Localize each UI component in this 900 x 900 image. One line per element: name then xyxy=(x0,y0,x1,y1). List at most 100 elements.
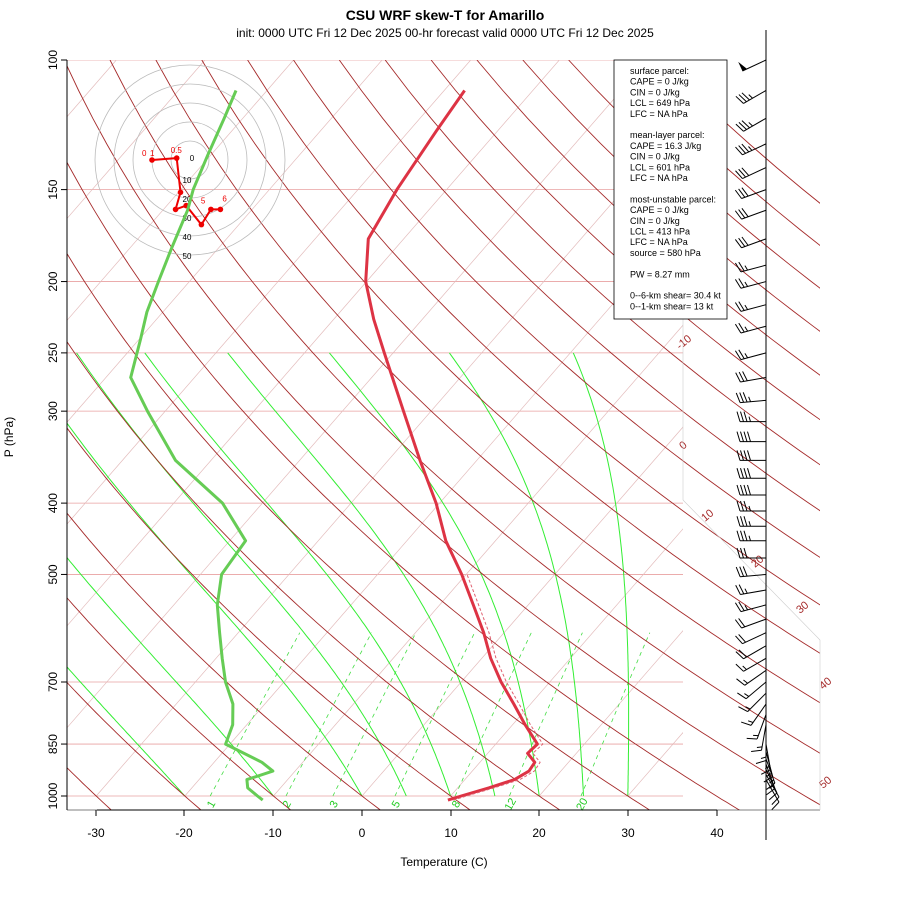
wind-barb-staff xyxy=(743,657,767,672)
wind-barb-staff xyxy=(740,376,767,383)
wind-barb xyxy=(755,734,767,764)
wind-barb-flag xyxy=(736,431,741,442)
y-tick-label: 1000 xyxy=(46,782,60,809)
wind-barb-flag xyxy=(738,322,745,333)
wind-barb xyxy=(735,566,767,578)
wind-barb-flag xyxy=(760,769,771,775)
wind-barb-halfflag xyxy=(748,396,752,402)
x-tick-label: 40 xyxy=(710,826,724,840)
wind-barb-staff xyxy=(765,769,778,794)
wind-barb xyxy=(746,714,767,740)
wind-barb-flag xyxy=(735,663,744,672)
chart-title: CSU WRF skew-T for Amarillo xyxy=(346,7,545,23)
mixing-ratio-label: 2 xyxy=(281,799,294,810)
stats-line: LFC = NA hPa xyxy=(630,173,688,183)
wind-barb-flag xyxy=(747,450,751,461)
moist-adiabat xyxy=(67,556,274,797)
wind-barb-flag xyxy=(735,123,744,132)
wind-barb-staff xyxy=(741,189,767,199)
y-tick-label: 300 xyxy=(46,401,60,421)
mixing-ratio-label: 20 xyxy=(574,796,591,813)
dry-adiabat xyxy=(430,60,820,421)
stats-line: CIN = 0 J/kg xyxy=(630,152,680,162)
wind-barb-flag xyxy=(736,516,741,527)
wind-barb-halfflag xyxy=(743,679,748,684)
isotherm-line xyxy=(450,528,683,797)
wind-barb-halfflag xyxy=(744,588,748,594)
dry-adiabat xyxy=(293,60,820,558)
wind-barb-staff xyxy=(765,779,780,803)
wind-barb-flag xyxy=(747,431,751,442)
wind-barb-staff xyxy=(740,304,767,312)
stats-line: LFC = NA hPa xyxy=(630,109,688,119)
hodograph-ring xyxy=(113,83,267,237)
dry-adiabat xyxy=(384,60,820,466)
wind-barb-staff xyxy=(745,681,767,700)
wind-barb-flag xyxy=(766,788,776,796)
hodograph-point xyxy=(177,189,184,196)
mixing-ratio-line xyxy=(394,632,475,797)
wind-barb-flag xyxy=(743,500,748,512)
y-axis-label: P (hPa) xyxy=(2,417,16,457)
chart-subtitle: init: 0000 UTC Fri 12 Dec 2025 00-hr for… xyxy=(236,26,654,40)
sounding-profiles xyxy=(129,89,544,802)
wind-barb xyxy=(738,692,767,713)
wind-barb xyxy=(765,769,778,801)
isotherm-line xyxy=(273,324,683,797)
x-tick-label: 10 xyxy=(444,826,458,840)
wind-barb-staff xyxy=(743,645,767,660)
wind-barb-flag xyxy=(738,601,745,611)
wind-barb-flag xyxy=(736,411,741,422)
wind-barb-flag xyxy=(735,372,741,383)
wind-barb-flag xyxy=(735,146,743,156)
stats-line: source = 580 hPa xyxy=(630,248,701,258)
wind-barb-flag xyxy=(737,692,747,700)
x-tick-label: -20 xyxy=(175,826,193,840)
hodograph-ring-label: 30 xyxy=(183,214,192,223)
stats-line: LFC = NA hPa xyxy=(630,237,688,247)
wind-barb-flag xyxy=(738,301,745,311)
wind-barb-halfflag xyxy=(744,326,749,332)
wind-barb-flag xyxy=(738,618,746,628)
stats-line: most-unstable parcel: xyxy=(630,194,716,204)
wind-barb-staff xyxy=(756,714,767,740)
wind-barb-flag xyxy=(735,651,744,660)
hodograph-point xyxy=(198,221,205,228)
dry-adiabat xyxy=(247,60,820,606)
wind-barb-flag xyxy=(740,450,744,461)
wind-barb-flag xyxy=(741,187,749,197)
wind-barb xyxy=(735,117,767,132)
wind-barb-halfflag xyxy=(748,505,751,512)
mixing-ratio-line xyxy=(509,632,583,797)
wind-barb-staff xyxy=(740,281,767,289)
x-tick-label: 20 xyxy=(532,826,546,840)
wind-barb-flag xyxy=(738,209,746,219)
hodograph-ring-label: 40 xyxy=(183,233,192,242)
dry-adiabat xyxy=(67,681,202,810)
wind-barb-flag xyxy=(742,371,748,382)
wind-barb xyxy=(765,774,780,805)
wind-barb-staff xyxy=(740,589,767,596)
wind-barb xyxy=(751,724,767,752)
wind-barb-flag xyxy=(740,484,744,496)
stats-line: LCL = 413 hPa xyxy=(630,227,690,237)
x-axis-label: Temperature (C) xyxy=(400,855,487,869)
wind-barb-halfflag xyxy=(742,665,747,670)
wind-barb xyxy=(734,261,767,273)
wind-barb-staff xyxy=(743,90,767,104)
wind-barb xyxy=(734,236,767,249)
hodograph-height-label: 5 xyxy=(201,196,206,205)
wind-barb-flag xyxy=(736,500,741,512)
wind-barb-flag xyxy=(741,120,750,129)
mixing-ratio-label: 12 xyxy=(503,796,520,813)
wind-barb xyxy=(736,547,766,559)
isotherm-line xyxy=(67,60,294,321)
wind-barb xyxy=(735,632,767,645)
wind-barb xyxy=(734,601,767,613)
mixing-ratio-label: 5 xyxy=(390,799,403,810)
wind-barb xyxy=(735,392,767,404)
wind-barb-staff xyxy=(747,692,767,712)
wind-barb-flag xyxy=(739,392,745,403)
